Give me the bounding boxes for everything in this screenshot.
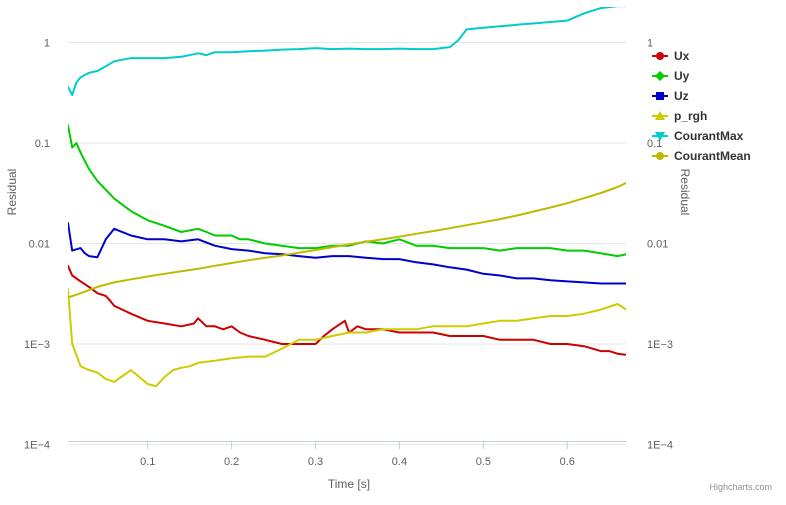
y-axis-title-right: Residual [678, 169, 692, 216]
series-line-uz[interactable] [68, 222, 626, 285]
legend-label: p_rgh [674, 109, 707, 123]
y-tick-label-left: 1E−3 [24, 339, 50, 351]
x-axis-title: Time [s] [328, 477, 370, 491]
grid-lines [68, 42, 626, 445]
x-tick-label: 0.3 [308, 456, 323, 468]
y-axis-right: 1 0.1 0.01 1E−3 1E−4 [647, 38, 673, 452]
legend-marker-diamond-icon [655, 71, 665, 81]
legend-marker-circle-icon [656, 152, 664, 160]
y-tick-label-left: 1 [44, 38, 50, 50]
legend-label: CourantMean [674, 149, 751, 163]
x-tick-label: 0.4 [392, 456, 407, 468]
series-layer [68, 6, 626, 388]
legend-item-ux[interactable]: Ux [652, 49, 690, 63]
series-line-courantmean[interactable] [68, 182, 626, 299]
x-tick-label: 0.2 [224, 456, 239, 468]
y-tick-label-right: 0.01 [647, 239, 668, 251]
legend-marker-triangle-icon [655, 111, 665, 120]
legend-item-uy[interactable]: Uy [652, 69, 690, 83]
y-tick-label-left: 1E−4 [24, 440, 50, 452]
y-tick-label-right: 1E−4 [647, 440, 673, 452]
y-tick-label-right: 1E−3 [647, 339, 673, 351]
credits[interactable]: Highcharts.com [709, 482, 772, 492]
series-line-ux[interactable] [68, 264, 626, 356]
legend-marker-triangle-down-icon [655, 132, 665, 141]
y-tick-label-right: 1 [647, 38, 653, 50]
y-axis-title-left: Residual [5, 169, 19, 216]
series-line-courantmax[interactable] [68, 6, 626, 96]
series-line-uy[interactable] [68, 124, 626, 258]
legend-label: Ux [674, 49, 690, 63]
legend-item-courantmax[interactable]: CourantMax [652, 129, 744, 143]
x-tick-label: 0.6 [560, 456, 575, 468]
legend-item-uz[interactable]: Uz [652, 89, 689, 103]
y-tick-label-left: 0.1 [35, 138, 50, 150]
legend-label: CourantMax [674, 129, 744, 143]
series-line-p-rgh[interactable] [68, 288, 626, 388]
y-axis-left: 1 0.1 0.01 1E−3 1E−4 [24, 38, 50, 452]
legend-marker-circle-icon [656, 52, 664, 60]
legend-marker-square-icon [656, 92, 664, 100]
legend-item-courantmean[interactable]: CourantMean [652, 149, 751, 163]
legend-item-p-rgh[interactable]: p_rgh [652, 109, 707, 123]
legend-label: Uy [674, 69, 690, 83]
y-tick-label-right: 0.1 [647, 138, 662, 150]
y-tick-label-left: 0.01 [29, 239, 50, 251]
legend: Ux Uy Uz p_rgh CourantMax CourantMean [652, 49, 751, 163]
x-tick-label: 0.1 [140, 456, 155, 468]
legend-label: Uz [674, 89, 689, 103]
x-tick-label: 0.5 [476, 456, 491, 468]
x-axis: 0.1 0.2 0.3 0.4 0.5 0.6 [68, 441, 626, 468]
